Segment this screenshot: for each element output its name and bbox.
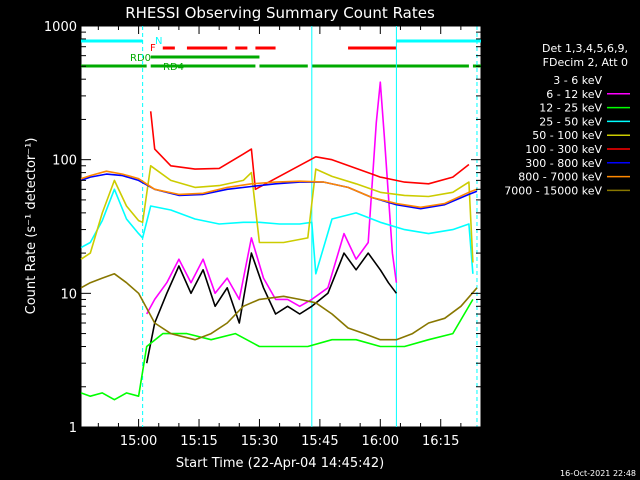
legend-label-7: 800 - 7000 keV xyxy=(518,171,602,184)
series-lines xyxy=(80,81,478,401)
y-tick-label-1: 10 xyxy=(60,287,77,302)
legend-header-line-1: Det 1,3,4,5,6,9, xyxy=(542,42,628,55)
legend-label-1: 6 - 12 keV xyxy=(546,88,602,101)
y-tick-label-0: 1 xyxy=(69,421,77,436)
footer-date: 16-Oct-2021 22:48 xyxy=(560,469,636,478)
series-line-2 xyxy=(80,298,474,401)
y-tick-label-3: 1000 xyxy=(44,20,77,35)
series-line-7 xyxy=(80,170,478,209)
legend-label-5: 100 - 300 keV xyxy=(525,143,602,156)
legend-label-6: 300 - 800 keV xyxy=(525,157,602,170)
legend-header-line-2: FDecim 2, Att 0 xyxy=(543,56,628,69)
legend-label-2: 12 - 25 keV xyxy=(539,102,602,115)
flag-label-f: F xyxy=(150,43,156,54)
x-tick-label-4: 16:00 xyxy=(362,434,399,449)
legend-label-4: 50 - 100 keV xyxy=(532,129,602,142)
flag-label-n: N xyxy=(155,36,162,47)
x-tick-label-5: 16:15 xyxy=(422,434,459,449)
series-line-6 xyxy=(80,173,478,210)
x-tick-label-1: 15:15 xyxy=(180,434,217,449)
y-axis-label: Count Rate (s⁻¹ detector⁻¹) xyxy=(24,138,39,315)
legend-label-0: 3 - 6 keV xyxy=(553,74,602,87)
series-line-5 xyxy=(149,111,470,191)
axes: 1 10 100 1000 15:00 15:15 15:30 15:45 16:00 16:15 xyxy=(44,20,482,449)
chart-title: RHESSI Observing Summary Count Rates xyxy=(125,4,435,22)
plot-area xyxy=(80,25,482,428)
x-tick-label-3: 15:45 xyxy=(301,434,338,449)
x-axis-label: Start Time (22-Apr-04 14:45:42) xyxy=(176,456,384,471)
series-line-3 xyxy=(80,188,474,275)
x-tick-label-2: 15:30 xyxy=(241,434,278,449)
flag-label-rd4: RD4 xyxy=(163,62,184,73)
series-line-1 xyxy=(145,81,398,315)
legend: Det 1,3,4,5,6,9, FDecim 2, Att 0 3 - 6 k… xyxy=(504,42,630,197)
legend-label-3: 25 - 50 keV xyxy=(539,115,602,128)
x-tick-label-0: 15:00 xyxy=(120,434,157,449)
series-line-8 xyxy=(80,272,478,341)
series-line-4 xyxy=(80,165,474,263)
flag-label-rd0: RD0 xyxy=(130,53,151,64)
y-tick-label-2: 100 xyxy=(52,154,77,169)
series-line-0 xyxy=(145,252,398,364)
legend-label-8: 7000 - 15000 keV xyxy=(504,184,602,197)
